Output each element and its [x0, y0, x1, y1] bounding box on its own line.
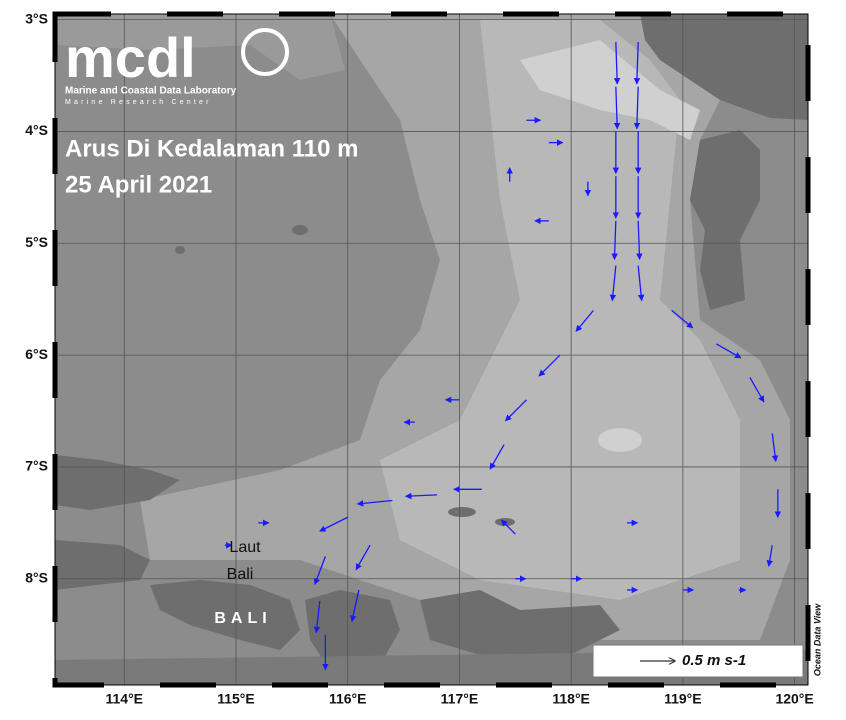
current-arrow	[611, 220, 618, 261]
land	[55, 455, 180, 510]
coastal-shallow	[520, 40, 700, 140]
logo-line: Marine and Coastal Data Laboratory	[65, 86, 237, 97]
land	[305, 590, 400, 670]
current-arrow	[505, 399, 527, 422]
current-arrow	[749, 377, 765, 403]
current-arrow	[489, 444, 505, 470]
current-arrow	[637, 265, 645, 302]
map-date: 25 April 2021	[65, 171, 212, 198]
shallow-sea	[380, 20, 740, 600]
y-tick-label: 7°S	[25, 458, 48, 474]
map-title: Arus Di Kedalaman 110 m	[65, 135, 358, 162]
current-arrow	[633, 86, 641, 130]
current-arrow	[636, 220, 643, 261]
scale-label: 0.5 m s-1	[682, 652, 746, 669]
y-tick-label: 5°S	[25, 234, 48, 250]
credit: Ocean Data View	[812, 603, 822, 676]
current-arrow	[716, 343, 742, 359]
land	[640, 14, 808, 120]
x-tick-label: 119°E	[664, 691, 702, 707]
y-tick-label: 4°S	[25, 122, 48, 138]
axis-ticks: 114°E 115°E 116°E 117°E 118°E 119°E 120°E 3°S 4°…	[25, 10, 813, 706]
island	[292, 225, 308, 235]
current-arrow	[671, 309, 694, 329]
current-arrow	[349, 589, 360, 623]
current-arrow	[613, 41, 621, 85]
land	[420, 590, 620, 660]
grid	[55, 14, 808, 685]
x-tick-label: 114°E	[106, 691, 144, 707]
current-arrow	[766, 545, 773, 567]
y-tick-label: 6°S	[25, 346, 48, 362]
current-arrow	[613, 86, 621, 130]
land	[690, 130, 760, 310]
logo-icon	[241, 28, 289, 76]
current-arrow	[609, 265, 617, 302]
current-arrow	[538, 354, 561, 377]
scale-legend: 0.5 m s-1	[640, 652, 746, 669]
basemap	[55, 14, 808, 685]
current-vectors	[224, 41, 782, 671]
island	[495, 518, 515, 526]
x-tick-label: 118°E	[552, 691, 590, 707]
y-tick-label: 8°S	[25, 569, 48, 585]
island	[448, 507, 476, 517]
y-tick-label: 3°S	[25, 10, 48, 26]
current-arrow	[633, 41, 641, 85]
sea-label: Laut	[229, 539, 261, 556]
current-arrow	[771, 433, 779, 463]
current-arrow	[313, 601, 321, 634]
current-arrow	[500, 519, 516, 535]
current-arrow	[404, 492, 438, 500]
island	[175, 246, 185, 254]
frame-outline	[54, 13, 809, 686]
scale-box	[592, 644, 804, 678]
current-arrow	[313, 556, 326, 586]
x-tick-label: 115°E	[217, 691, 255, 707]
x-tick-label: 116°E	[329, 691, 367, 707]
logo-line: Marine Research Center	[65, 99, 212, 106]
current-arrow	[575, 309, 594, 332]
land	[150, 580, 300, 650]
island-label: BALI	[214, 610, 271, 627]
x-tick-label: 120°E	[775, 691, 813, 707]
current-arrow	[356, 499, 393, 507]
logo-name: mcdl	[65, 26, 196, 89]
current-arrow	[319, 516, 348, 532]
reef	[598, 428, 642, 452]
land	[55, 540, 150, 590]
current-arrow	[355, 544, 371, 571]
x-tick-label: 117°E	[441, 691, 479, 707]
sea-label: Bali	[227, 566, 254, 583]
